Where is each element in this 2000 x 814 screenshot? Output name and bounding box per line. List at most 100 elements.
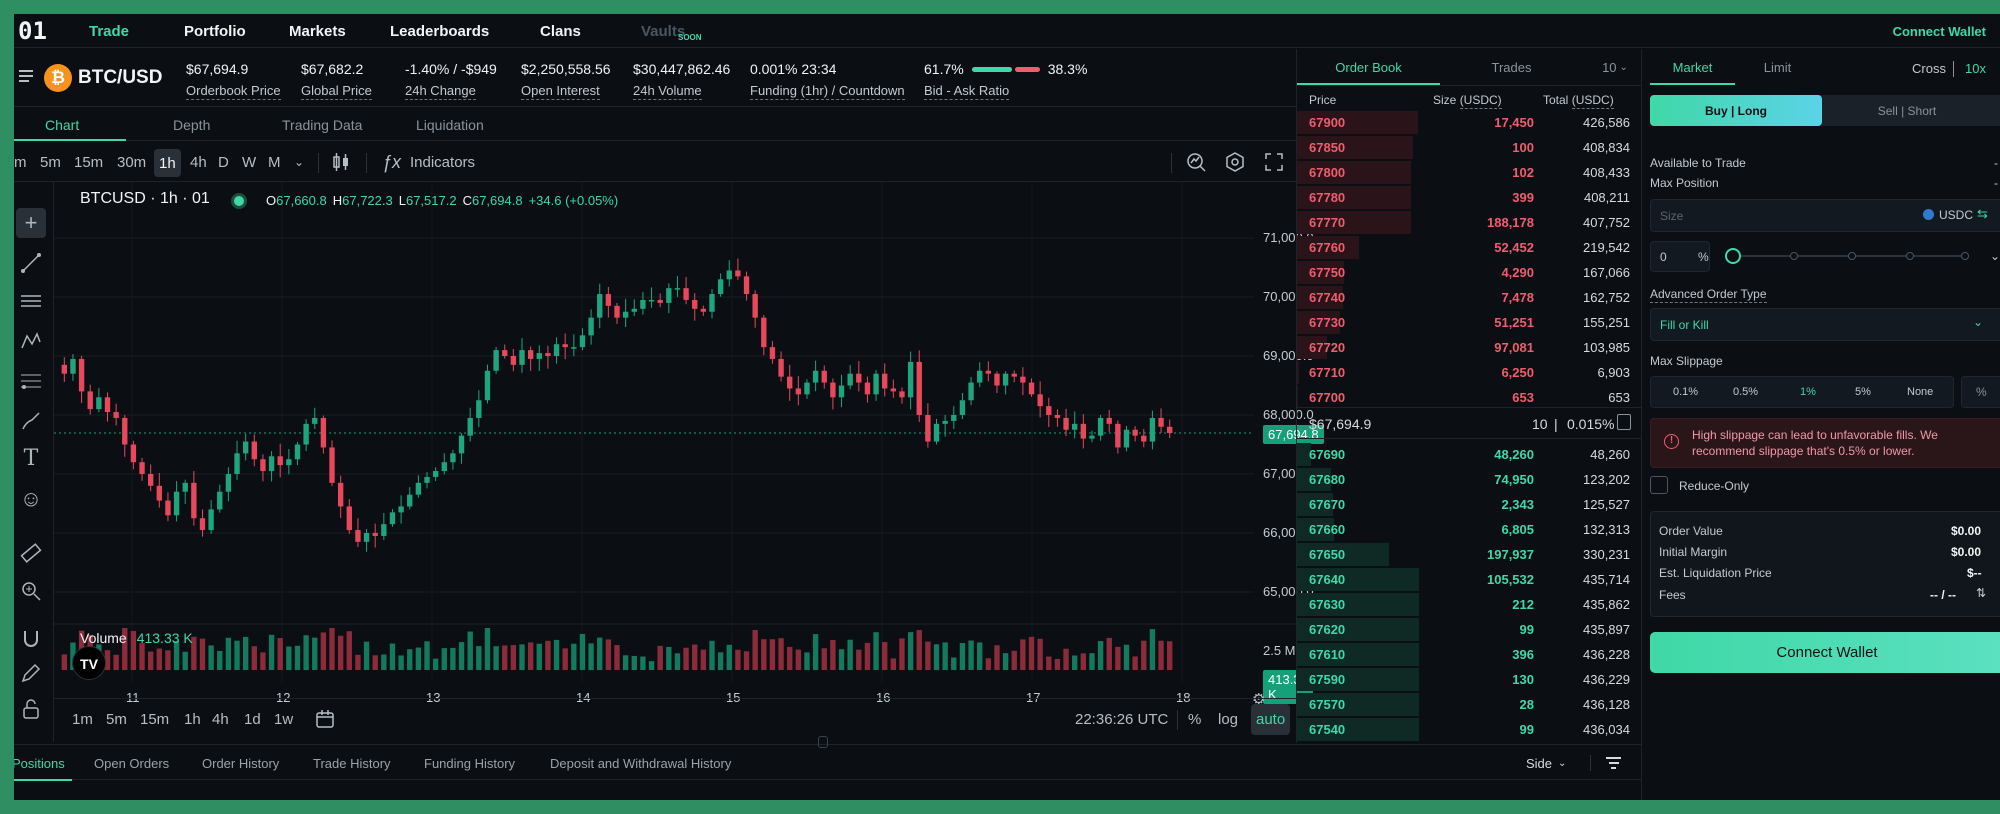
candle[interactable] [985,370,992,374]
slippage-1[interactable]: 1% [1800,386,1816,398]
candle[interactable] [735,270,741,277]
candle[interactable] [977,370,983,383]
candle[interactable] [795,388,802,395]
orderbook-row[interactable]: 67900 17,450 426,586 [1297,110,1642,135]
range-15m[interactable]: 15m [140,710,170,728]
indicators-button[interactable]: Indicators [410,153,476,171]
candle[interactable] [1063,417,1069,430]
orderbook-row[interactable]: 67610 396 436,228 [1297,642,1642,667]
candle[interactable] [1097,417,1104,436]
candle[interactable] [199,518,206,531]
slippage-0-5[interactable]: 0.5% [1733,386,1759,398]
settings-icon[interactable] [1225,142,1245,182]
magnet-icon[interactable] [14,628,48,656]
timeframe-1m[interactable]: m [14,153,27,171]
candle[interactable] [1037,394,1043,407]
candle[interactable] [545,353,551,356]
candle[interactable] [907,361,914,398]
candle[interactable] [994,373,1000,386]
tab-chart[interactable]: Chart [45,116,80,133]
logo[interactable]: 01 [18,17,47,45]
slippage-custom-input[interactable]: % [1961,376,2000,408]
timeframe-d[interactable]: D [218,153,229,171]
orderbook-row[interactable]: 67720 97,081 103,985 [1297,335,1642,360]
nav-clans[interactable]: Clans [540,22,581,40]
candle[interactable] [104,397,111,413]
candle[interactable] [355,530,361,542]
candle[interactable] [899,391,905,398]
candle[interactable] [1046,406,1052,415]
candle[interactable] [337,482,344,507]
market-symbol[interactable]: BTC/USD [78,67,163,88]
timeframe-15m[interactable]: 15m [74,153,104,171]
range-4h[interactable]: 4h [212,710,229,728]
nav-trade[interactable]: Trade [89,22,130,40]
candle[interactable] [251,441,257,460]
candle[interactable] [657,299,663,303]
candle[interactable] [346,506,352,531]
range-5m[interactable]: 5m [106,710,127,728]
auto-toggle[interactable]: auto [1251,704,1291,735]
candle[interactable] [640,299,646,309]
candle[interactable] [372,533,378,536]
orderbook-row[interactable]: 67620 99 435,897 [1297,617,1642,642]
candle[interactable] [812,370,819,383]
log-toggle[interactable]: log [1218,710,1239,728]
layout-toggle-icon[interactable] [1617,414,1631,430]
candle[interactable] [933,423,940,442]
candle[interactable] [1002,373,1009,386]
orderbook-row[interactable]: 67540 99 436,034 [1297,717,1642,742]
candle[interactable] [1020,376,1026,383]
candle[interactable] [467,417,473,436]
candle[interactable] [787,376,793,389]
candle[interactable] [415,482,422,495]
depth-select[interactable]: 10 ⌄ [1595,49,1635,85]
zoom-in-icon[interactable] [14,580,48,608]
tab-trade-history[interactable]: Trade History [313,755,391,771]
candle[interactable] [692,299,698,309]
chevron-down-icon[interactable]: ⌄ [1990,249,2000,263]
tab-funding-history[interactable]: Funding History [424,755,516,771]
candle[interactable] [156,485,162,501]
candle[interactable] [1089,435,1095,439]
candle[interactable] [614,305,620,318]
candle[interactable] [1149,417,1156,442]
candle-type-icon[interactable] [332,142,350,182]
candle[interactable] [1106,417,1112,424]
candle[interactable] [424,476,430,483]
candle[interactable] [1132,429,1138,436]
timeframe-30m[interactable]: 30m [117,153,147,171]
swap-icon[interactable]: ⇅ [1976,586,1987,600]
candle[interactable] [510,356,517,365]
emoji-icon[interactable]: ☺ [19,486,43,511]
percent-input[interactable]: 0 % [1650,241,1710,272]
range-1w[interactable]: 1w [274,710,294,728]
candle[interactable] [78,358,85,392]
candle[interactable] [225,474,232,492]
orderbook-row[interactable]: 67670 2,343 125,527 [1297,492,1642,517]
snapshot-icon[interactable] [1186,142,1206,182]
candle[interactable] [942,420,948,424]
orderbook-row[interactable]: 67660 6,805 132,313 [1297,517,1642,542]
candle[interactable] [165,500,171,516]
tab-trading-data[interactable]: Trading Data [282,116,363,133]
slippage-5[interactable]: 5% [1855,386,1871,398]
timeframe-m[interactable]: M [268,153,281,171]
orderbook-row[interactable]: 67640 105,532 435,714 [1297,567,1642,592]
candle[interactable] [113,412,119,418]
candle[interactable] [882,373,888,389]
timeframe-4h[interactable]: 4h [190,153,207,171]
candle[interactable] [562,344,568,348]
candle[interactable] [588,317,594,336]
candle[interactable] [242,441,249,454]
side-filter[interactable]: Side ⌄ [1526,745,1566,781]
candle[interactable] [441,462,447,472]
candle[interactable] [217,491,223,510]
size-input[interactable]: Size USDC ⇆ [1650,199,2000,232]
orderbook-row[interactable]: 67690 48,260 48,260 [1297,442,1642,467]
candle[interactable] [838,385,845,398]
orderbook-row[interactable]: 67750 4,290 167,066 [1297,260,1642,285]
candle[interactable] [1115,423,1121,448]
calendar-icon[interactable] [316,699,336,739]
tab-order-history[interactable]: Order History [202,755,280,771]
